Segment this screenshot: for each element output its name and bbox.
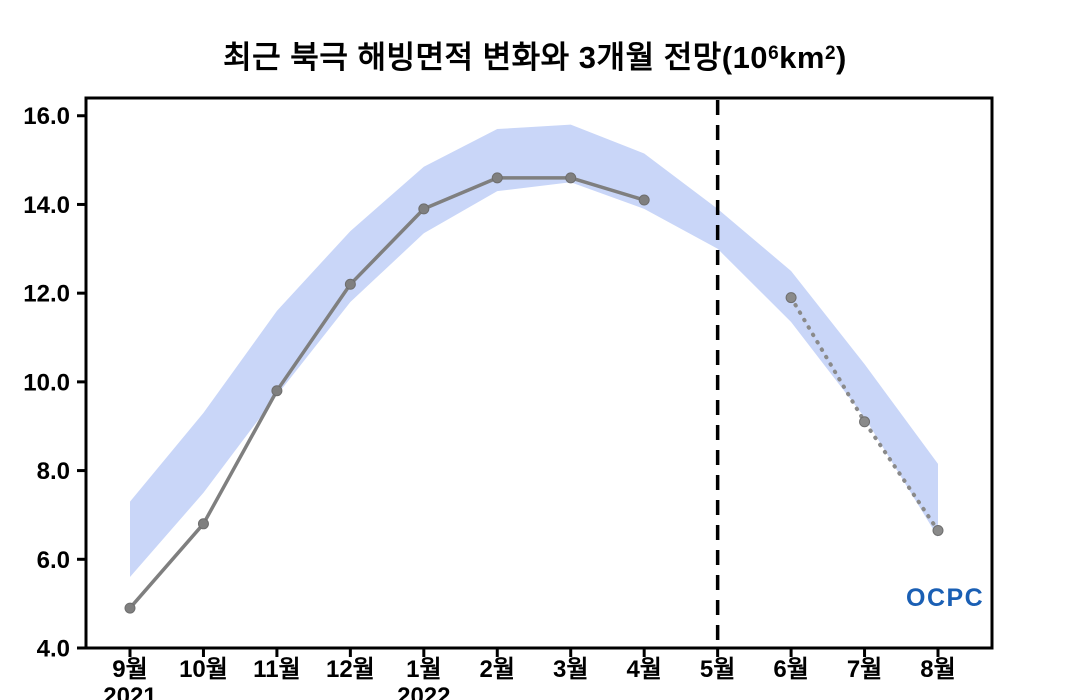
x-tick-label: 4월 [626, 656, 661, 683]
y-tick-label: 12.0 [23, 281, 70, 308]
x-tick-label: 1월 [406, 656, 441, 683]
observed-marker [124, 602, 136, 614]
y-tick-label: 10.0 [23, 369, 70, 396]
chart-title-close-paren: ) [836, 40, 847, 75]
x-year-label: 2022 [397, 683, 450, 700]
observed-marker [491, 172, 503, 184]
chart-title: 최근 북극 해빙면적 변화와 3개월 전망(106km2) [0, 32, 1070, 77]
x-tick-label: 2월 [480, 656, 515, 683]
chart-title-superscript-square: 2 [824, 43, 837, 64]
x-tick-label: 6월 [773, 656, 808, 683]
x-tick-label: 9월 [112, 656, 147, 683]
y-tick-label: 8.0 [37, 458, 70, 485]
chart-title-superscript-exponent: 6 [768, 43, 780, 64]
observed-marker [565, 172, 577, 184]
x-tick-label: 12월 [326, 656, 375, 683]
observed-marker [418, 203, 430, 215]
x-tick-label: 8월 [920, 656, 955, 683]
y-tick-label: 6.0 [37, 547, 70, 574]
chart-title-unit: km [779, 40, 825, 75]
ocpc-logo: OCPC [906, 584, 985, 612]
chart-title-text: 최근 북극 해빙면적 변화와 3개월 전망(10 [223, 40, 769, 75]
plot-border [84, 96, 994, 650]
forecast-marker [785, 292, 797, 304]
x-tick-label: 10월 [179, 656, 228, 683]
forecast-marker [932, 524, 944, 536]
x-tick-label: 3월 [553, 656, 588, 683]
x-year-label: 2021 [103, 683, 156, 700]
climatology-band [130, 124, 938, 578]
y-tick-label: 16.0 [23, 103, 70, 130]
observed-marker [638, 194, 650, 206]
y-tick-label: 14.0 [23, 192, 70, 219]
x-tick-label: 7월 [847, 656, 882, 683]
observed-marker [344, 278, 356, 290]
observed-marker [197, 518, 209, 530]
x-tick-label: 5월 [700, 656, 735, 683]
x-tick-label: 11월 [253, 656, 300, 683]
y-tick-label: 4.0 [37, 636, 70, 663]
observed-line [128, 176, 645, 610]
forecast-marker [859, 416, 871, 428]
observed-marker [271, 385, 283, 397]
